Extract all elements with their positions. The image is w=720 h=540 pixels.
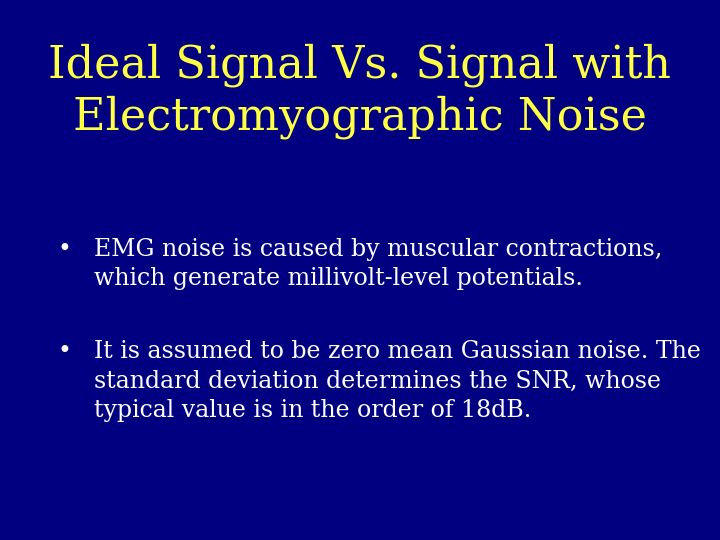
- Text: EMG noise is caused by muscular contractions,
which generate millivolt-level pot: EMG noise is caused by muscular contract…: [94, 238, 662, 290]
- Text: •: •: [58, 340, 71, 363]
- Text: •: •: [58, 238, 71, 261]
- Text: It is assumed to be zero mean Gaussian noise. The
standard deviation determines : It is assumed to be zero mean Gaussian n…: [94, 340, 701, 422]
- Text: Ideal Signal Vs. Signal with
Electromyographic Noise: Ideal Signal Vs. Signal with Electromyog…: [48, 43, 672, 139]
